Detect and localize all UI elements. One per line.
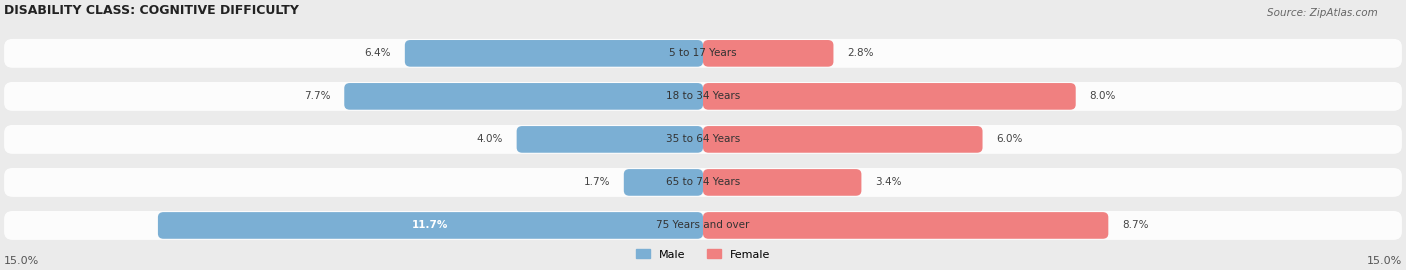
Text: 5 to 17 Years: 5 to 17 Years <box>669 48 737 58</box>
Text: 11.7%: 11.7% <box>412 220 449 231</box>
Text: 35 to 64 Years: 35 to 64 Years <box>666 134 740 144</box>
Text: 75 Years and over: 75 Years and over <box>657 220 749 231</box>
FancyBboxPatch shape <box>516 126 703 153</box>
FancyBboxPatch shape <box>4 125 1402 154</box>
Text: 2.8%: 2.8% <box>848 48 875 58</box>
FancyBboxPatch shape <box>4 211 1402 240</box>
FancyBboxPatch shape <box>4 168 1402 197</box>
Text: 4.0%: 4.0% <box>477 134 503 144</box>
FancyBboxPatch shape <box>157 212 703 239</box>
Text: 18 to 34 Years: 18 to 34 Years <box>666 91 740 101</box>
Text: 3.4%: 3.4% <box>876 177 901 187</box>
FancyBboxPatch shape <box>405 40 703 67</box>
FancyBboxPatch shape <box>703 40 834 67</box>
Text: 15.0%: 15.0% <box>4 256 39 266</box>
Text: 6.4%: 6.4% <box>364 48 391 58</box>
FancyBboxPatch shape <box>624 169 703 196</box>
FancyBboxPatch shape <box>703 212 1108 239</box>
FancyBboxPatch shape <box>703 126 983 153</box>
Text: 65 to 74 Years: 65 to 74 Years <box>666 177 740 187</box>
Text: 6.0%: 6.0% <box>997 134 1024 144</box>
Text: 8.7%: 8.7% <box>1122 220 1149 231</box>
Text: DISABILITY CLASS: COGNITIVE DIFFICULTY: DISABILITY CLASS: COGNITIVE DIFFICULTY <box>4 4 299 17</box>
Legend: Male, Female: Male, Female <box>631 245 775 264</box>
FancyBboxPatch shape <box>344 83 703 110</box>
Text: Source: ZipAtlas.com: Source: ZipAtlas.com <box>1267 8 1378 18</box>
Text: 8.0%: 8.0% <box>1090 91 1116 101</box>
FancyBboxPatch shape <box>4 39 1402 68</box>
FancyBboxPatch shape <box>703 83 1076 110</box>
FancyBboxPatch shape <box>4 82 1402 111</box>
Text: 1.7%: 1.7% <box>583 177 610 187</box>
Text: 7.7%: 7.7% <box>304 91 330 101</box>
FancyBboxPatch shape <box>703 169 862 196</box>
Text: 15.0%: 15.0% <box>1367 256 1402 266</box>
